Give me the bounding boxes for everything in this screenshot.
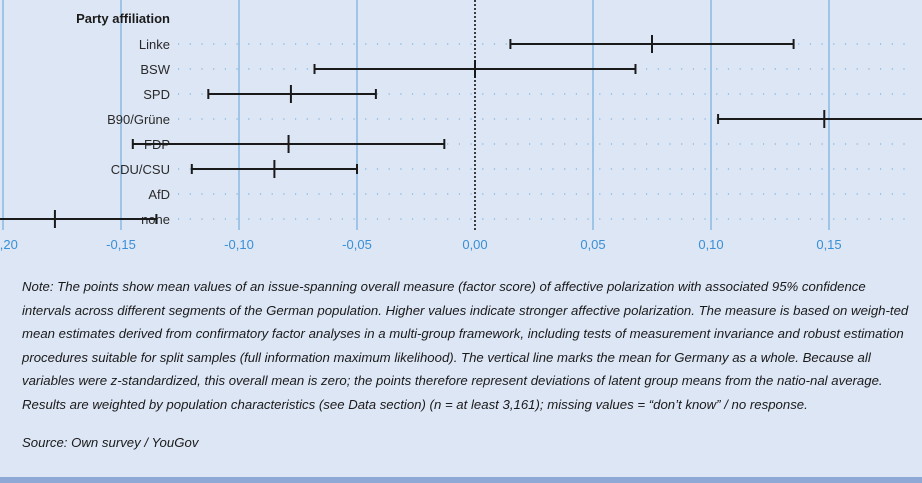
row-label-5: CDU/CSU bbox=[111, 162, 170, 177]
x-tick-label-6: 0,05 bbox=[580, 237, 605, 252]
x-tick-label-7: 0,10 bbox=[698, 237, 723, 252]
row-label-6: AfD bbox=[148, 187, 170, 202]
x-tick-label-8: 0,15 bbox=[816, 237, 841, 252]
chart-note: Note: The points show mean values of an … bbox=[22, 279, 909, 412]
row-label-1: BSW bbox=[140, 62, 170, 77]
bottom-border bbox=[0, 477, 922, 483]
row-label-0: Linke bbox=[139, 37, 170, 52]
x-tick-label-2: -0,15 bbox=[106, 237, 136, 252]
x-tick-label-3: -0,10 bbox=[224, 237, 254, 252]
row-label-2: SPD bbox=[143, 87, 170, 102]
x-tick-label-5: 0,00 bbox=[462, 237, 487, 252]
row-label-3: B90/Grüne bbox=[107, 112, 170, 127]
x-tick-label-1: -0,20 bbox=[0, 237, 18, 252]
chart-source: Source: Own survey / YouGov bbox=[22, 435, 199, 450]
group-heading: Party affiliation bbox=[76, 11, 170, 26]
x-tick-label-4: -0,05 bbox=[342, 237, 372, 252]
errorbar-chart: Party affiliationLinkeBSWSPDB90/GrüneFDP… bbox=[0, 0, 922, 252]
